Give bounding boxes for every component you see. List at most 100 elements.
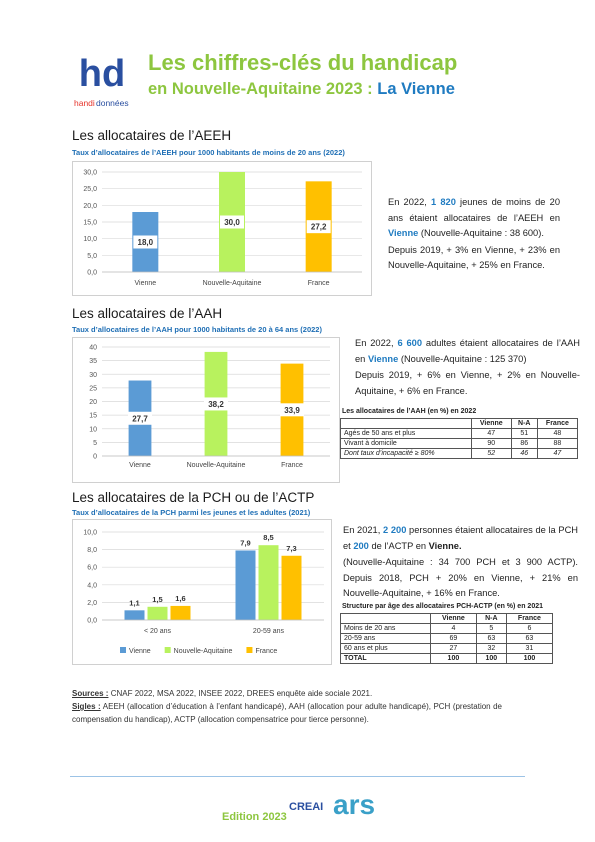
text-run: Vienne bbox=[367, 353, 399, 364]
section-heading: Les allocataires de l’AEEH bbox=[72, 128, 232, 143]
text-run: adultes étaient allocataires de l’AAH en bbox=[355, 338, 580, 364]
y-tick-label: 15 bbox=[89, 413, 97, 420]
table-cell: 48 bbox=[536, 428, 579, 439]
column-header: N-A bbox=[475, 613, 507, 624]
value-label: 8,5 bbox=[263, 533, 273, 542]
x-tick-label: France bbox=[308, 280, 330, 287]
bar bbox=[147, 606, 168, 620]
text-run: Depuis 2019, + 3% en Vienne, + 23% en No… bbox=[388, 244, 560, 271]
legend-swatch bbox=[120, 647, 126, 653]
text-run: de l’ACTP en bbox=[368, 540, 429, 551]
table-corner bbox=[340, 418, 472, 429]
text-run: En 2021, bbox=[343, 525, 383, 535]
y-tick-label: 20 bbox=[89, 399, 97, 406]
table-cell: 63 bbox=[505, 633, 554, 644]
y-tick-label: 6,0 bbox=[87, 565, 97, 572]
table-cell: 6 bbox=[505, 623, 554, 634]
value-label-box bbox=[204, 397, 228, 411]
text-run: 2 200 bbox=[383, 525, 407, 535]
separator bbox=[70, 776, 525, 777]
logo-mark: hd bbox=[79, 53, 125, 95]
row-label: Vivant à domicile bbox=[340, 438, 472, 449]
table-header: Vienne N-A France bbox=[340, 613, 554, 624]
table-cell: 52 bbox=[470, 448, 512, 459]
text-run: Vienne. bbox=[428, 540, 462, 551]
table-cell: 32 bbox=[475, 643, 507, 654]
legend-swatch bbox=[164, 647, 171, 653]
table-row: Dont taux d’incapacité ≥ 80% 52 46 47 bbox=[340, 448, 579, 459]
chart: 0,0 2,0 4,0 6,0 8,0 10,0 1,1 7,9 1,5 8,5 1,6 7,3 Vie… bbox=[72, 519, 332, 665]
title: Les chiffres-clés du handicap bbox=[148, 50, 458, 75]
bar bbox=[258, 545, 279, 620]
sources: Sources : CNAF 2022, MSA 2022, INSEE 202… bbox=[72, 687, 502, 700]
text-run: (Nouvelle-Aquitaine : 125 370) bbox=[398, 353, 527, 364]
x-tick-label: Vienne bbox=[129, 462, 151, 469]
table-row: Agés de 50 ans et plus 47 51 48 bbox=[340, 428, 579, 439]
row-label: 60 ans et plus bbox=[340, 643, 431, 654]
paragraph: En 2022, 1 820 jeunes de moins de 20 ans… bbox=[388, 195, 560, 242]
edition: Edition 2023 bbox=[222, 811, 287, 823]
table-cell: 90 bbox=[470, 438, 512, 449]
text-run: Vienne bbox=[388, 228, 419, 238]
row-label: 20-59 ans bbox=[340, 633, 431, 644]
x-tick-label: < 20 ans bbox=[144, 628, 172, 635]
chart-title: Taux d’allocataires de l’AEEH pour 1000 … bbox=[72, 148, 345, 157]
table-title: Structure par âge des allocataires PCH-A… bbox=[342, 603, 543, 610]
table-cell: 47 bbox=[470, 428, 512, 439]
row-label: Agés de 50 ans et plus bbox=[340, 428, 472, 439]
logo-creai: CREAI bbox=[289, 801, 323, 813]
paragraph: En 2022, 6 600 adultes étaient allocatai… bbox=[355, 336, 580, 367]
logo-text: handi bbox=[74, 98, 95, 108]
y-tick-label: 35 bbox=[89, 358, 97, 365]
value-label-box bbox=[133, 235, 158, 249]
table-row: TOTAL 100 100 100 bbox=[340, 653, 554, 664]
bar bbox=[235, 550, 256, 620]
logo-text: données bbox=[96, 98, 129, 108]
y-tick-label: 10 bbox=[89, 426, 97, 433]
bar bbox=[281, 555, 302, 620]
logo-ars: ars bbox=[333, 789, 375, 820]
text-run: personnes étaient allocataires de la PCH… bbox=[343, 525, 579, 551]
text-block: En 2022, 1 820 jeunes de moins de 20 ans… bbox=[388, 195, 560, 275]
legend-swatch bbox=[246, 647, 253, 653]
value-label-box bbox=[220, 215, 244, 229]
y-tick-label: 8,0 bbox=[87, 547, 97, 554]
chart-title: Taux d’allocataires de la PCH parmi les … bbox=[72, 508, 311, 517]
y-tick-label: 20,0 bbox=[83, 203, 97, 210]
column-header: France bbox=[505, 613, 554, 624]
value-label: 1,1 bbox=[129, 598, 139, 607]
sigles: Sigles : AEEH (allocation d’éducation à … bbox=[72, 700, 502, 726]
value-label-box bbox=[280, 403, 304, 417]
table-cell: 69 bbox=[429, 633, 477, 644]
section-heading: Les allocataires de la PCH ou de l’ACTP bbox=[72, 490, 315, 505]
value-label: 7,3 bbox=[286, 544, 296, 553]
paragraph: (Nouvelle-Aquitaine : 34 700 PCH et 3 90… bbox=[343, 555, 578, 602]
text-block: En 2022, 6 600 adultes étaient allocatai… bbox=[355, 336, 580, 400]
chart-title: Taux d’allocataires de l’AAH pour 1000 h… bbox=[72, 325, 322, 334]
table-cell: 27 bbox=[429, 643, 477, 654]
legend-label: Nouvelle-Aquitaine bbox=[174, 648, 233, 655]
column-header: Vienne bbox=[429, 613, 477, 624]
column-header: N-A bbox=[510, 418, 538, 429]
text-run: 1 820 bbox=[431, 197, 456, 207]
table-corner bbox=[340, 613, 431, 624]
text-block: En 2021, 2 200 personnes étaient allocat… bbox=[343, 523, 578, 603]
value-label: 33,9 bbox=[284, 406, 300, 415]
table-cell: 86 bbox=[510, 438, 538, 449]
table-cell: 4 bbox=[429, 623, 477, 634]
value-label: 1,6 bbox=[175, 594, 185, 603]
table-cell: 31 bbox=[505, 643, 554, 654]
x-tick-label: 20-59 ans bbox=[253, 628, 285, 635]
value-label-box bbox=[128, 411, 152, 425]
text-run: 200 bbox=[353, 540, 369, 551]
value-label-box bbox=[306, 220, 331, 234]
y-tick-label: 25,0 bbox=[83, 186, 97, 193]
y-tick-label: 4,0 bbox=[87, 582, 97, 589]
text-run: Depuis 2019, + 6% en Vienne, + 2% en Nou… bbox=[355, 370, 580, 396]
x-tick-label: Nouvelle-Aquitaine bbox=[187, 462, 246, 469]
y-tick-label: 30,0 bbox=[83, 170, 97, 177]
y-tick-label: 2,0 bbox=[87, 600, 97, 607]
text-run: 6 600 bbox=[397, 338, 423, 348]
table-cell: 100 bbox=[475, 653, 507, 664]
